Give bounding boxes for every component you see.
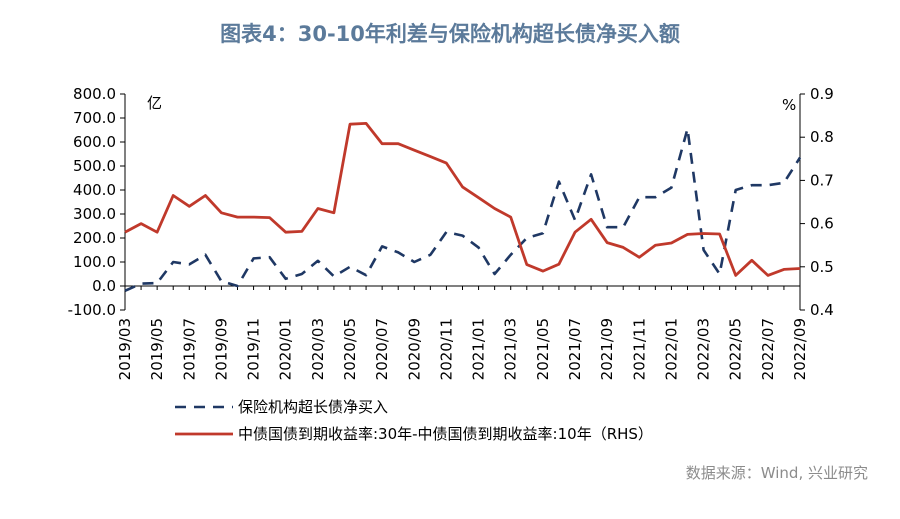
left-tick-label: 100.0 [73, 253, 116, 271]
series-lines [124, 122, 802, 292]
x-tick-label: 2022/09 [791, 318, 809, 380]
right-tick-label: 0.6 [810, 215, 834, 233]
source-note: 数据来源：Wind, 兴业研究 [685, 464, 868, 482]
series-line-1 [124, 127, 802, 292]
right-tick-label: 0.8 [810, 128, 834, 146]
right-unit-label: % [782, 96, 796, 114]
x-tick-label: 2021/11 [630, 318, 648, 380]
left-tick-label: 500.0 [73, 157, 116, 175]
legend-label-1: 保险机构超长债净买入 [238, 398, 388, 416]
left-unit-label: 亿 [147, 94, 162, 112]
x-tick-label: 2019/07 [180, 318, 198, 380]
ticks: -100.0 0.0 100.0 200.0 300.0 400.0 500.0 600.0 7… [68, 85, 834, 380]
left-tick-label: 300.0 [73, 205, 116, 223]
x-tick-label: 2019/03 [116, 318, 134, 380]
x-tick-label: 2019/05 [148, 318, 166, 380]
x-tick-label: 2020/05 [341, 318, 359, 380]
x-tick-label: 2019/11 [245, 318, 263, 380]
right-tick-label: 0.9 [810, 85, 834, 103]
right-tick-label: 0.7 [810, 171, 834, 189]
x-tick-label: 2020/09 [405, 318, 423, 380]
x-tick-label: 2021/09 [598, 318, 616, 380]
left-tick-label: 800.0 [73, 85, 116, 103]
right-tick-label: 0.5 [810, 258, 834, 276]
right-tick-label: 0.4 [810, 301, 834, 319]
legend-label-2: 中债国债到期收益率:30年-中债国债到期收益率:10年（RHS） [238, 425, 653, 443]
x-tick-label: 2022/03 [695, 318, 713, 380]
axes [124, 94, 801, 310]
left-tick-label: 700.0 [73, 109, 116, 127]
left-tick-label: 200.0 [73, 229, 116, 247]
x-tick-label: 2022/07 [759, 318, 777, 380]
x-tick-label: 2021/07 [566, 318, 584, 380]
x-tick-label: 2020/11 [437, 318, 455, 380]
left-tick-label: 400.0 [73, 181, 116, 199]
left-tick-label: 0.0 [92, 277, 116, 295]
x-tick-label: 2021/03 [502, 318, 520, 380]
x-tick-label: 2022/01 [662, 318, 680, 380]
chart-title: 图表4：30-10年利差与保险机构超长债净买入额 [220, 22, 680, 46]
x-tick-label: 2021/01 [470, 318, 488, 380]
x-tick-label: 2020/03 [309, 318, 327, 380]
left-tick-label: -100.0 [68, 301, 116, 319]
x-tick-label: 2020/07 [373, 318, 391, 380]
left-tick-label: 600.0 [73, 133, 116, 151]
x-tick-label: 2020/01 [277, 318, 295, 380]
legend: 保险机构超长债净买入中债国债到期收益率:30年-中债国债到期收益率:10年（RH… [175, 398, 653, 443]
x-tick-label: 2019/09 [212, 318, 230, 380]
x-tick-label: 2022/05 [727, 318, 745, 380]
x-tick-label: 2021/05 [534, 318, 552, 380]
series-line-2 [124, 122, 801, 277]
